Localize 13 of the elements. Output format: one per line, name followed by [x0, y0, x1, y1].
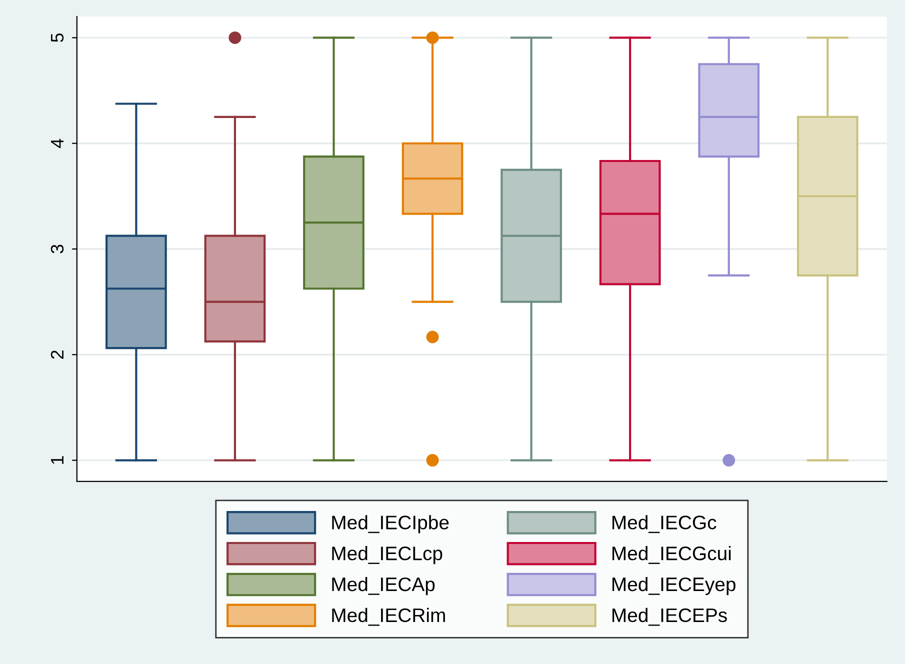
- y-tick-label: 4: [51, 138, 64, 148]
- legend-label: Med_IECGc: [612, 515, 716, 534]
- legend-label: Med_IECGcui: [612, 546, 731, 564]
- legend-label: Med_IECAp: [332, 576, 435, 596]
- legend-label: Med_IECEPs: [612, 608, 727, 626]
- legend-label: Med_IECIpbe: [332, 515, 449, 534]
- y-tick-label: 1: [51, 456, 64, 464]
- y-tick-label: 3: [50, 244, 64, 254]
- legend-label: Med_IECEyep: [612, 576, 736, 596]
- legend-label: Med_IECLcp: [332, 546, 442, 564]
- legend-label: Med_IECRim: [332, 608, 445, 626]
- y-tick-label: 2: [50, 350, 64, 359]
- y-tick-label: 5: [51, 33, 64, 42]
